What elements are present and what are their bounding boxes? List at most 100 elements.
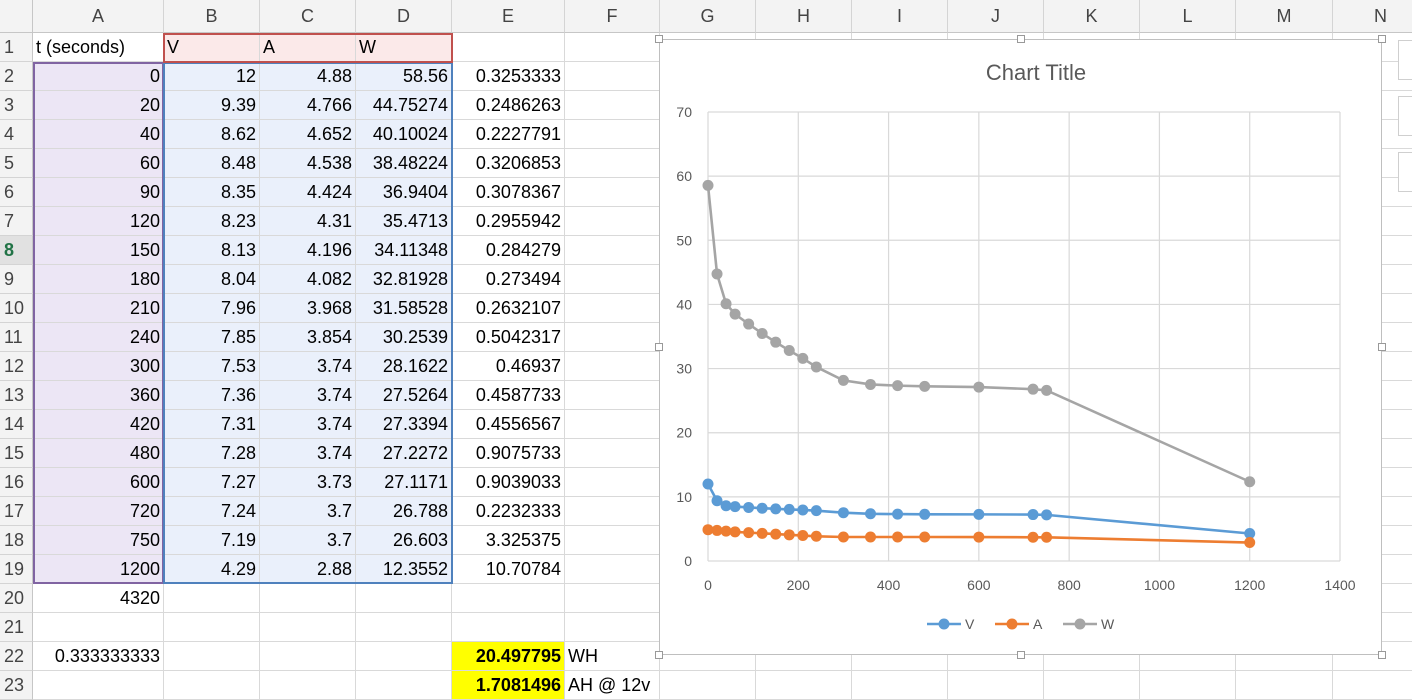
cell-d17[interactable]: 26.788 — [356, 497, 452, 526]
cell-d9[interactable]: 32.81928 — [356, 265, 452, 294]
cell-f19[interactable] — [565, 555, 660, 584]
cell-f13[interactable] — [565, 381, 660, 410]
row-header-11[interactable]: 11 — [0, 323, 33, 352]
row-header-4[interactable]: 4 — [0, 120, 33, 149]
cell-k23[interactable] — [1044, 671, 1140, 700]
cell-d21[interactable] — [356, 613, 452, 642]
cell-a5[interactable]: 60 — [33, 149, 164, 178]
cell-b18[interactable]: 7.19 — [164, 526, 260, 555]
cell-d3[interactable]: 44.75274 — [356, 91, 452, 120]
cell-d23[interactable] — [356, 671, 452, 700]
cell-f15[interactable] — [565, 439, 660, 468]
cell-a18[interactable]: 750 — [33, 526, 164, 555]
column-header-m[interactable]: M — [1236, 0, 1333, 33]
cell-e9[interactable]: 0.273494 — [452, 265, 565, 294]
chart-resize-handle[interactable] — [655, 35, 663, 43]
cell-a3[interactable]: 20 — [33, 91, 164, 120]
cell-a9[interactable]: 180 — [33, 265, 164, 294]
cell-d14[interactable]: 27.3394 — [356, 410, 452, 439]
cell-i23[interactable] — [852, 671, 948, 700]
cell-b10[interactable]: 7.96 — [164, 294, 260, 323]
cell-f6[interactable] — [565, 178, 660, 207]
cell-c22[interactable] — [260, 642, 356, 671]
chart-resize-handle[interactable] — [655, 651, 663, 659]
cell-e10[interactable]: 0.2632107 — [452, 294, 565, 323]
cell-e8[interactable]: 0.284279 — [452, 236, 565, 265]
cell-b4[interactable]: 8.62 — [164, 120, 260, 149]
cell-a13[interactable]: 360 — [33, 381, 164, 410]
row-header-2[interactable]: 2 — [0, 62, 33, 91]
cell-b12[interactable]: 7.53 — [164, 352, 260, 381]
cell-b20[interactable] — [164, 584, 260, 613]
column-header-h[interactable]: H — [756, 0, 852, 33]
cell-h23[interactable] — [756, 671, 852, 700]
cell-d13[interactable]: 27.5264 — [356, 381, 452, 410]
cell-d16[interactable]: 27.1171 — [356, 468, 452, 497]
cell-c8[interactable]: 4.196 — [260, 236, 356, 265]
chart-elements-button[interactable] — [1398, 40, 1412, 80]
cell-b19[interactable]: 4.29 — [164, 555, 260, 584]
column-header-n[interactable]: N — [1333, 0, 1412, 33]
cell-c16[interactable]: 3.73 — [260, 468, 356, 497]
column-header-g[interactable]: G — [660, 0, 756, 33]
cell-g23[interactable] — [660, 671, 756, 700]
cell-c15[interactable]: 3.74 — [260, 439, 356, 468]
cell-a2[interactable]: 0 — [33, 62, 164, 91]
cell-f3[interactable] — [565, 91, 660, 120]
cell-f10[interactable] — [565, 294, 660, 323]
cell-n22[interactable] — [1333, 642, 1412, 671]
cell-a17[interactable]: 720 — [33, 497, 164, 526]
row-header-12[interactable]: 12 — [0, 352, 33, 381]
cell-e15[interactable]: 0.9075733 — [452, 439, 565, 468]
cell-e17[interactable]: 0.2232333 — [452, 497, 565, 526]
cell-d20[interactable] — [356, 584, 452, 613]
cell-a14[interactable]: 420 — [33, 410, 164, 439]
cell-b16[interactable]: 7.27 — [164, 468, 260, 497]
cell-e21[interactable] — [452, 613, 565, 642]
cell-m23[interactable] — [1236, 671, 1333, 700]
cell-b2[interactable]: 12 — [164, 62, 260, 91]
cell-e5[interactable]: 0.3206853 — [452, 149, 565, 178]
cell-e12[interactable]: 0.46937 — [452, 352, 565, 381]
cell-f21[interactable] — [565, 613, 660, 642]
cell-f22[interactable]: WH — [565, 642, 660, 671]
cell-b6[interactable]: 8.35 — [164, 178, 260, 207]
cell-b17[interactable]: 7.24 — [164, 497, 260, 526]
cell-e18[interactable]: 3.325375 — [452, 526, 565, 555]
column-header-b[interactable]: B — [164, 0, 260, 33]
cell-a10[interactable]: 210 — [33, 294, 164, 323]
column-header-i[interactable]: I — [852, 0, 948, 33]
row-header-19[interactable]: 19 — [0, 555, 33, 584]
cell-f4[interactable] — [565, 120, 660, 149]
column-header-j[interactable]: J — [948, 0, 1044, 33]
chart-resize-handle[interactable] — [1016, 35, 1025, 43]
cell-e22[interactable]: 20.497795 — [452, 642, 565, 671]
cell-f12[interactable] — [565, 352, 660, 381]
cell-a19[interactable]: 1200 — [33, 555, 164, 584]
cell-h22[interactable] — [756, 642, 852, 671]
cell-b8[interactable]: 8.13 — [164, 236, 260, 265]
chart-resize-handle[interactable] — [1378, 35, 1386, 43]
cell-b3[interactable]: 9.39 — [164, 91, 260, 120]
cell-a12[interactable]: 300 — [33, 352, 164, 381]
row-header-8[interactable]: 8 — [0, 236, 33, 265]
cell-d1[interactable]: W — [356, 33, 452, 62]
cell-b9[interactable]: 8.04 — [164, 265, 260, 294]
cell-d5[interactable]: 38.48224 — [356, 149, 452, 178]
cell-c18[interactable]: 3.7 — [260, 526, 356, 555]
cell-k22[interactable] — [1044, 642, 1140, 671]
cell-m22[interactable] — [1236, 642, 1333, 671]
row-header-10[interactable]: 10 — [0, 294, 33, 323]
cell-c13[interactable]: 3.74 — [260, 381, 356, 410]
row-header-3[interactable]: 3 — [0, 91, 33, 120]
column-header-k[interactable]: K — [1044, 0, 1140, 33]
cell-b5[interactable]: 8.48 — [164, 149, 260, 178]
cell-c1[interactable]: A — [260, 33, 356, 62]
cell-c5[interactable]: 4.538 — [260, 149, 356, 178]
cell-e16[interactable]: 0.9039033 — [452, 468, 565, 497]
cell-b13[interactable]: 7.36 — [164, 381, 260, 410]
cell-c9[interactable]: 4.082 — [260, 265, 356, 294]
cell-f8[interactable] — [565, 236, 660, 265]
cell-b11[interactable]: 7.85 — [164, 323, 260, 352]
row-header-6[interactable]: 6 — [0, 178, 33, 207]
